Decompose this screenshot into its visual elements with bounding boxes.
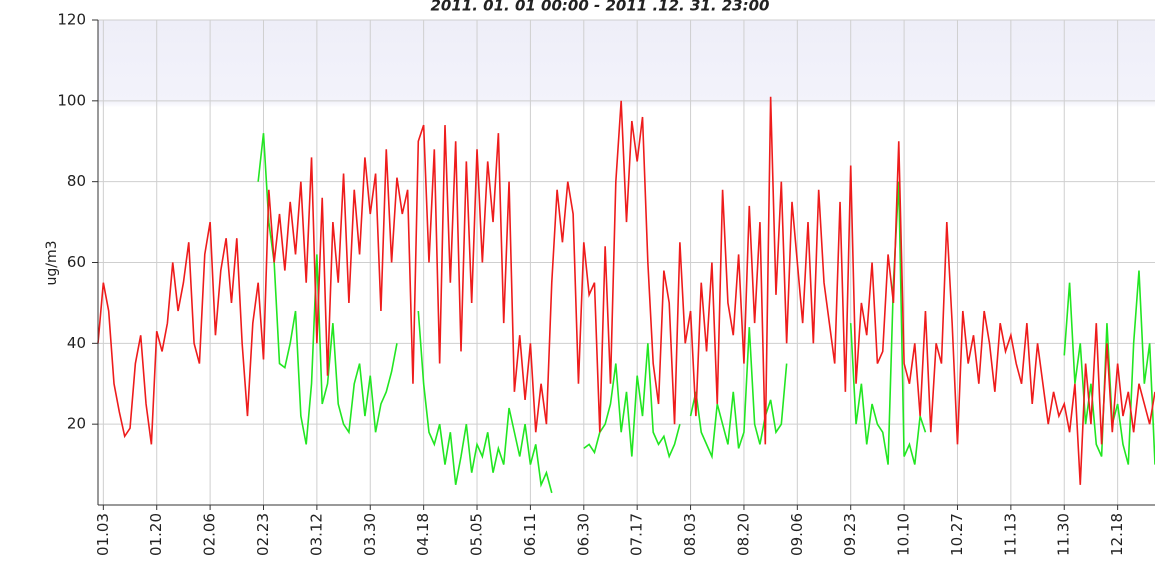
chart-title: 2011. 01. 01 00:00 - 2011 .12. 31. 23:00 xyxy=(431,0,770,15)
labels: 20 40 60 80 100 120 01.03 01.20 02.06 02.23 03.12 0… xyxy=(57,11,1126,556)
series-line xyxy=(849,181,927,465)
x-tick-label: 11.30 xyxy=(1055,513,1073,556)
x-tick-label: 06.11 xyxy=(521,513,539,556)
x-tick-label: 03.30 xyxy=(361,513,379,556)
x-tick-label: 01.20 xyxy=(147,513,165,556)
series-line xyxy=(689,327,788,460)
x-tick-label: 10.10 xyxy=(895,513,913,556)
series-line xyxy=(1063,270,1155,465)
x-tick-label: 07.17 xyxy=(628,513,646,556)
x-tick-label: 12.18 xyxy=(1108,513,1126,556)
y-tick-label: 100 xyxy=(57,91,86,109)
x-tick-label: 05.05 xyxy=(468,513,486,556)
grid xyxy=(92,19,1155,510)
x-tick-label: 02.06 xyxy=(201,513,219,556)
y-axis-label: ug/m3 xyxy=(44,240,60,285)
y-tick-label: 20 xyxy=(67,415,86,433)
x-tick-label: 03.12 xyxy=(307,513,325,556)
series-line xyxy=(97,96,1155,485)
x-tick-label: 09.23 xyxy=(841,513,859,556)
x-tick-label: 01.03 xyxy=(94,513,112,556)
x-tick-label: 04.18 xyxy=(414,513,432,556)
x-tick-label: 09.06 xyxy=(788,513,806,556)
x-tick-label: 06.30 xyxy=(574,513,592,556)
x-tick-label: 08.20 xyxy=(734,513,752,556)
y-tick-label: 80 xyxy=(67,172,86,190)
series-line xyxy=(417,310,553,494)
x-tick-label: 11.13 xyxy=(1001,513,1019,556)
x-tick-label: 08.03 xyxy=(681,513,699,556)
lines xyxy=(97,96,1155,494)
x-tick-label: 02.23 xyxy=(254,513,272,556)
series-line xyxy=(257,133,398,445)
y-tick-label: 120 xyxy=(57,11,86,29)
x-tick-label: 10.27 xyxy=(948,513,966,556)
y-tick-label: 60 xyxy=(67,253,86,271)
y-tick-label: 40 xyxy=(67,334,86,352)
